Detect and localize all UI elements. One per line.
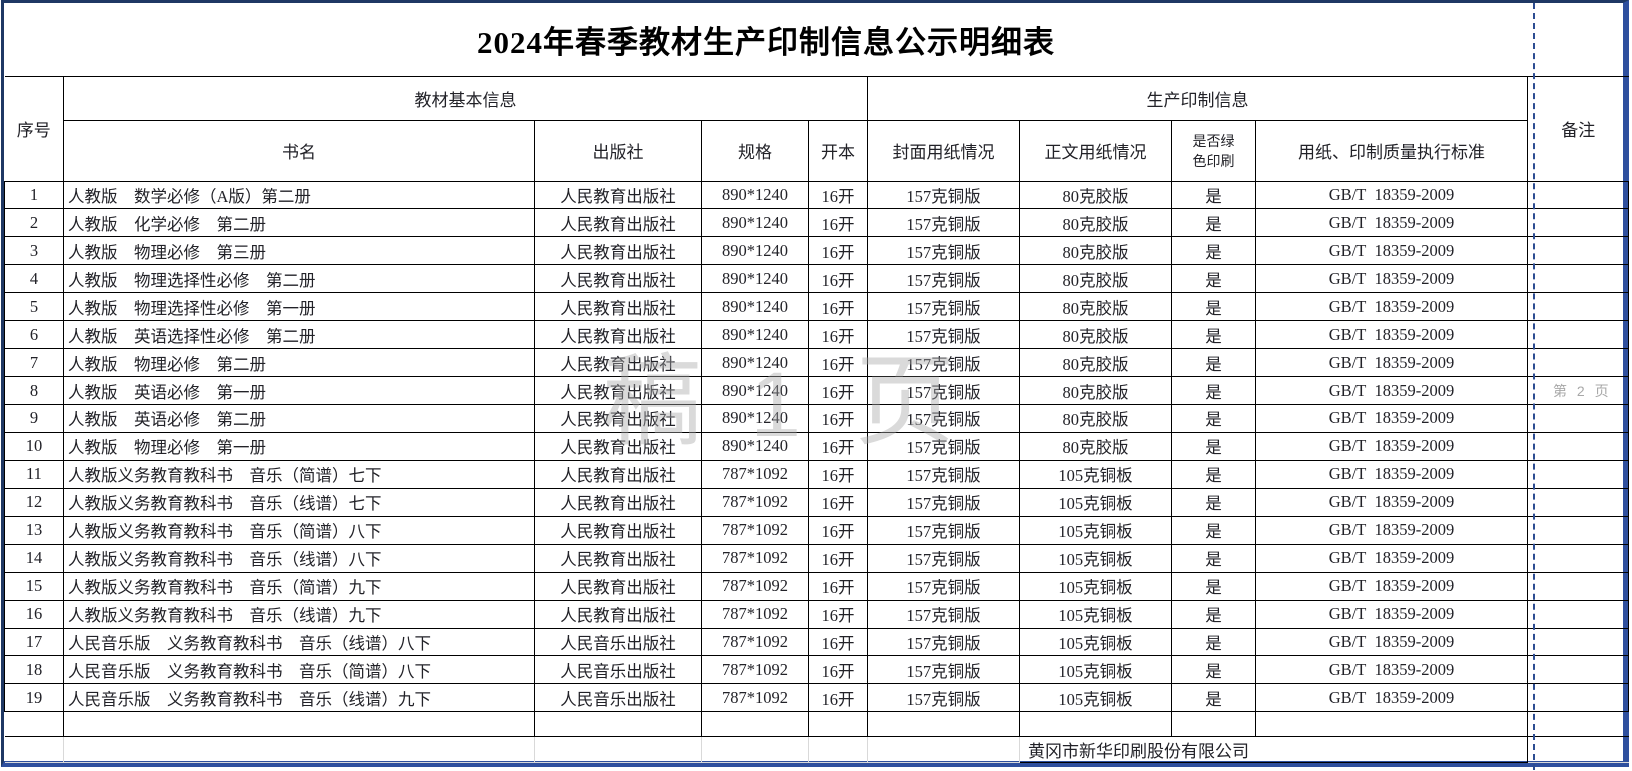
svg-text:页: 页 (855, 347, 955, 458)
svg-text:1: 1 (750, 354, 801, 456)
svg-text:稿: 稿 (602, 347, 702, 458)
